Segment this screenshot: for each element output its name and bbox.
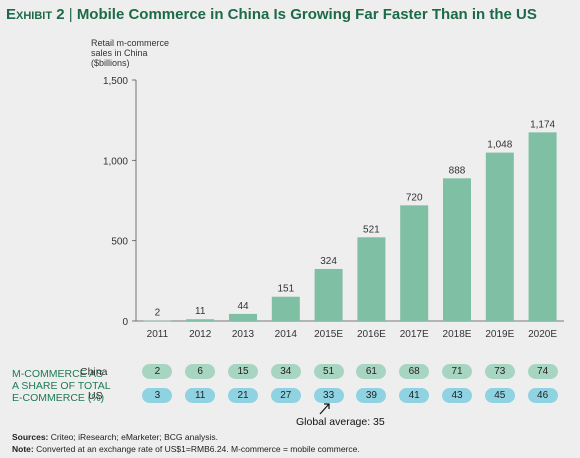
x-tick-label: 2018E [443,329,472,340]
note-label: Note: [12,444,34,454]
y-tick-label: 1,500 [103,76,128,87]
us-share-pill: 46 [527,388,558,403]
china-share-pill: 51 [313,364,344,379]
exhibit-label: Exhibit 2 [6,6,65,23]
us-share-pill: 33 [313,388,344,403]
bar [186,319,215,321]
title-separator: | [64,6,77,23]
data-label: 324 [320,256,337,267]
bar [229,313,257,321]
us-share-pill: 45 [484,388,515,403]
data-label: 1,174 [530,119,555,130]
x-tick-label: 2017E [400,329,429,340]
sources-note: Sources: Criteo; iResearch; eMarketer; B… [12,432,218,442]
china-row-label: China [80,366,108,378]
china-share-pill: 68 [399,364,430,379]
data-label: 521 [363,224,380,235]
bar [357,237,386,321]
china-share-pill: 6 [185,364,216,379]
x-tick-label: 2012 [189,329,212,340]
bar [443,178,471,321]
title-text: Mobile Commerce in China Is Growing Far … [76,6,537,23]
x-tick-label: 2013 [232,329,255,340]
data-label: 2 [155,308,161,319]
bar [271,296,300,321]
note-text: Converted at an exchange rate of US$1=RM… [33,444,360,454]
y-tick-label: 1,000 [103,156,128,167]
us-row-label: US [88,390,103,402]
data-label: 888 [449,165,466,176]
data-label: 1,048 [487,140,512,151]
x-tick-label: 2011 [147,329,169,340]
china-share-pill: 74 [527,364,558,379]
bar [485,152,514,321]
china-share-pill: 2 [142,364,173,379]
x-tick-label: 2015E [314,329,343,340]
bar-chart: 0 500 1,000 1,500 2 2011 11 2012 44 2013 151 2014 32… [103,76,564,340]
x-tick-label: 2020E [528,329,557,340]
y-tick-label: 0 [122,317,128,328]
china-share-pill: 71 [442,364,472,379]
data-label: 720 [406,192,423,203]
data-label: 44 [237,301,249,312]
us-share-pill: 11 [185,388,216,403]
y-axis-label: Retail m-commerce sales in China ($billi… [91,38,170,68]
x-tick-label: 2016E [357,329,386,340]
us-share-pill: 21 [228,388,258,403]
y-tick-label: 500 [111,237,128,248]
bar [528,132,557,321]
china-share-pill: 73 [484,364,515,379]
data-label: 151 [277,284,294,295]
us-share-pill: 3 [142,388,173,403]
us-share-pill: 43 [442,388,472,403]
footnote: Note: Converted at an exchange rate of U… [12,444,360,454]
us-share-pill: 39 [356,388,387,403]
sources-text: Criteo; iResearch; eMarketer; BCG analys… [48,432,218,442]
x-tick-label: 2019E [485,329,514,340]
china-share-pill: 15 [228,364,258,379]
share-table-label: M-COMMERCE AS A SHARE OF TOTAL E-COMMERC… [12,368,111,404]
global-average-annotation: Global average: 35 [296,416,385,428]
china-share-pill: 34 [270,364,301,379]
us-share-pill: 27 [270,388,301,403]
arrow-icon [319,403,330,415]
bar [400,205,429,321]
bar [143,320,172,322]
sources-label: Sources: [12,432,49,442]
x-tick-label: 2014 [275,329,298,340]
data-label: 11 [195,306,206,317]
bar [314,268,343,321]
us-share-pill: 41 [399,388,430,403]
china-share-pill: 61 [356,364,387,379]
chart-title: Exhibit 2 | Mobile Commerce in China Is … [6,6,537,23]
